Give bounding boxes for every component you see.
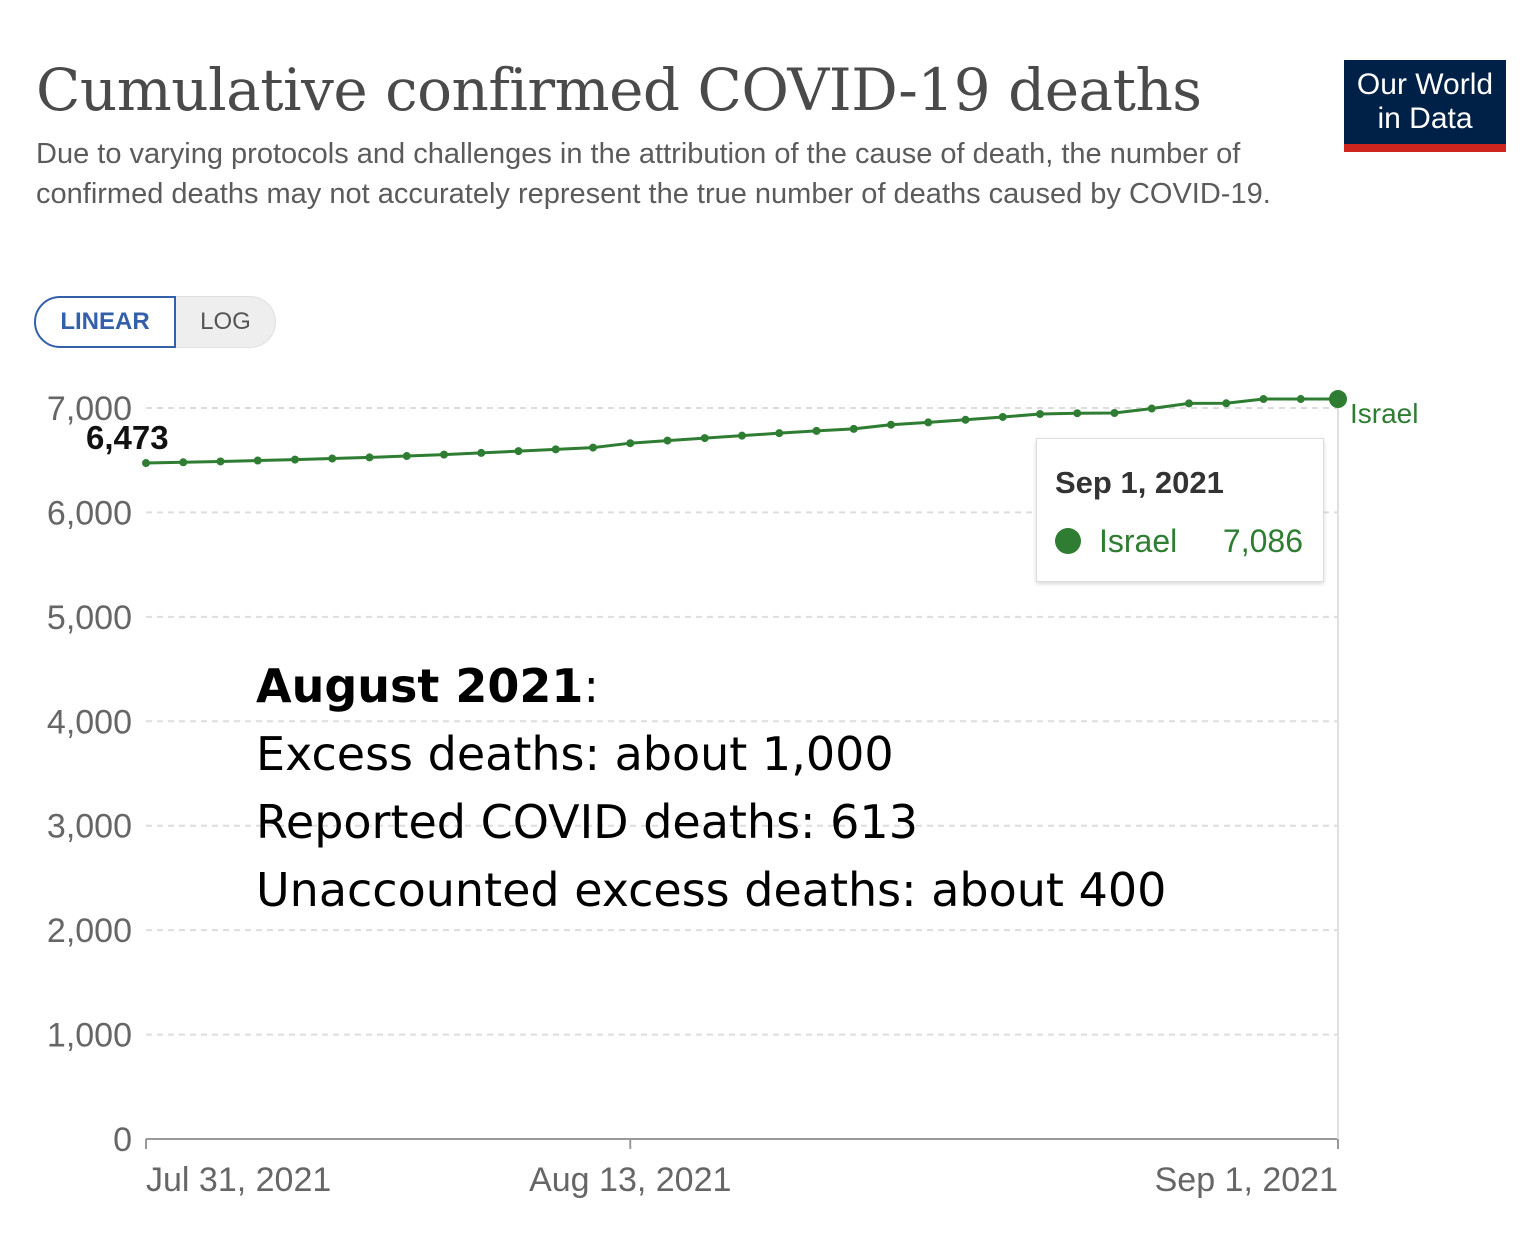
y-tick-label: 0: [113, 1121, 132, 1159]
data-point[interactable]: [514, 447, 523, 456]
linear-scale-button[interactable]: LINEAR: [34, 296, 176, 348]
owid-logo[interactable]: Our World in Data: [1344, 60, 1506, 152]
annotation-line-1: Excess deaths: about 1,000: [256, 727, 894, 781]
chart-title: Cumulative confirmed COVID-19 deaths: [36, 56, 1202, 124]
data-point[interactable]: [402, 452, 411, 461]
highlighted-point[interactable]: [1329, 390, 1347, 409]
data-point[interactable]: [477, 448, 486, 457]
data-point[interactable]: [626, 439, 635, 448]
data-point[interactable]: [142, 459, 150, 468]
data-point[interactable]: [551, 445, 560, 454]
data-point[interactable]: [1259, 395, 1268, 404]
data-point[interactable]: [775, 429, 784, 438]
y-tick-label: 1,000: [47, 1017, 132, 1055]
data-point[interactable]: [998, 412, 1007, 421]
tooltip-series-name: Israel: [1099, 523, 1178, 559]
y-tick-label: 4,000: [47, 703, 132, 741]
data-point[interactable]: [1036, 410, 1044, 419]
data-point[interactable]: [738, 431, 746, 440]
y-axis-ticks: 0 1,000 2,000 3,000 4,000 5,000 6,000 7,000: [47, 390, 132, 1159]
data-point[interactable]: [663, 436, 672, 445]
logo-line-1: Our World: [1356, 68, 1494, 101]
series-israel: [142, 390, 1347, 468]
data-point[interactable]: [328, 454, 337, 463]
data-point[interactable]: [365, 453, 374, 462]
data-point[interactable]: [812, 426, 821, 435]
annotation-line-3: Unaccounted excess deaths: about 400: [256, 863, 1167, 917]
y-tick-label: 7,000: [47, 390, 132, 428]
data-point[interactable]: [849, 424, 858, 433]
data-point[interactable]: [887, 420, 895, 429]
x-tick-label: Aug 13, 2021: [529, 1161, 731, 1199]
logo-line-2: in Data: [1377, 102, 1473, 135]
start-value-label: 6,473: [86, 419, 169, 456]
y-tick-label: 6,000: [47, 494, 132, 532]
annotation-box: August 2021: Excess deaths: about 1,000 …: [256, 652, 1166, 924]
log-scale-button[interactable]: LOG: [176, 296, 276, 348]
data-point[interactable]: [700, 434, 709, 443]
scale-toggle: LINEAR LOG: [34, 296, 276, 348]
y-tick-label: 5,000: [47, 599, 132, 637]
series-label-israel: Israel: [1350, 398, 1418, 429]
data-point[interactable]: [924, 418, 933, 427]
data-point[interactable]: [1185, 399, 1193, 408]
tooltip-date: Sep 1, 2021: [1055, 465, 1224, 500]
x-tick-label: Sep 1, 2021: [1155, 1161, 1338, 1199]
data-point[interactable]: [1222, 399, 1231, 408]
chart-subtitle: Due to varying protocols and challenges …: [36, 138, 1271, 210]
annotation-heading-colon: :: [583, 659, 599, 713]
grid-lines: [146, 407, 1338, 1036]
data-point[interactable]: [1073, 409, 1082, 418]
data-point[interactable]: [1147, 404, 1156, 413]
y-tick-label: 3,000: [47, 808, 132, 846]
tooltip: Sep 1, 2021 Israel 7,086: [1036, 438, 1324, 582]
tooltip-series-dot: [1055, 528, 1081, 554]
tooltip-series-value: 7,086: [1222, 523, 1303, 559]
y-tick-label: 2,000: [47, 912, 132, 950]
data-point[interactable]: [589, 443, 597, 452]
data-point[interactable]: [1296, 395, 1305, 404]
annotation-heading: August 2021: [256, 659, 584, 713]
data-point[interactable]: [216, 457, 225, 466]
data-point[interactable]: [1110, 409, 1119, 418]
data-point[interactable]: [961, 415, 970, 424]
x-axis: Jul 31, 2021 Aug 13, 2021 Sep 1, 2021: [145, 402, 1339, 1199]
annotation-line-2: Reported COVID deaths: 613: [256, 795, 918, 849]
x-tick-label: Jul 31, 2021: [146, 1161, 331, 1199]
data-point[interactable]: [440, 450, 448, 459]
data-point[interactable]: [253, 456, 262, 465]
data-point[interactable]: [179, 458, 188, 467]
data-point[interactable]: [291, 455, 299, 464]
